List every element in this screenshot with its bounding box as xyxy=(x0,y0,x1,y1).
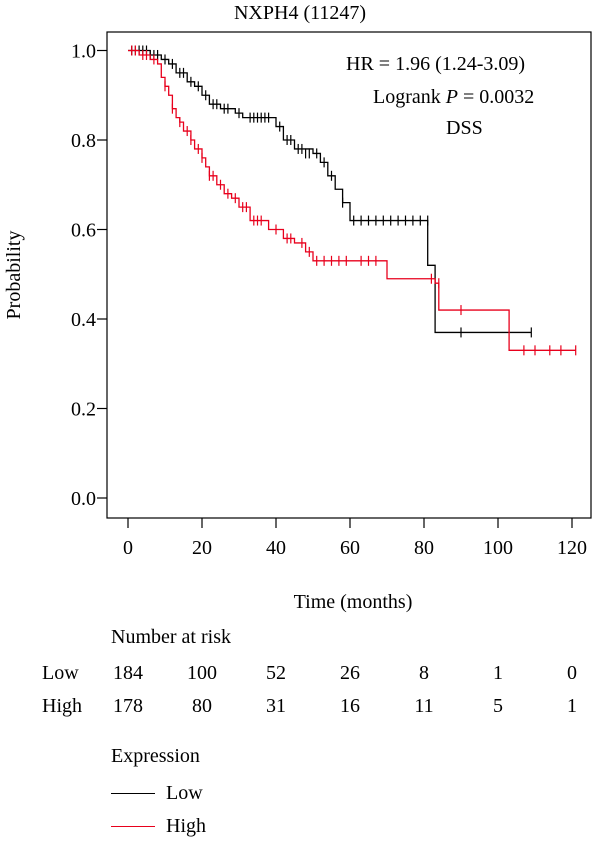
logrank-value: = 0.0032 xyxy=(457,86,535,108)
y-tick-label: 0.2 xyxy=(71,399,96,421)
survival-curve-low xyxy=(128,49,532,334)
legend-title: Expression xyxy=(111,745,200,767)
x-axis-label: Time (months) xyxy=(293,591,413,613)
x-tick-label: 0 xyxy=(123,537,133,559)
y-tick-label: 0.6 xyxy=(71,220,96,242)
risk-row-label: High xyxy=(42,695,82,717)
risk-count: 100 xyxy=(187,662,217,684)
risk-count: 178 xyxy=(113,695,143,717)
legend-label-high: High xyxy=(166,815,206,837)
y-tick-label: 0.4 xyxy=(71,309,96,331)
logrank-p-symbol: P xyxy=(445,86,458,108)
risk-count: 1 xyxy=(567,695,577,717)
logrank-annotation: Logrank P = 0.0032 xyxy=(373,87,534,107)
x-tick-label: 20 xyxy=(192,537,212,559)
x-tick-label: 100 xyxy=(483,537,513,559)
risk-count: 1 xyxy=(493,662,503,684)
risk-count: 31 xyxy=(266,695,286,717)
legend-swatch-low xyxy=(111,793,155,794)
risk-count: 16 xyxy=(340,695,360,717)
x-tick-label: 80 xyxy=(414,537,434,559)
y-tick-label: 0.8 xyxy=(71,130,96,152)
hr-annotation: HR = 1.96 (1.24-3.09) xyxy=(346,53,526,75)
logrank-prefix: Logrank xyxy=(373,86,446,108)
x-tick-label: 40 xyxy=(266,537,286,559)
risk-row-label: Low xyxy=(42,662,79,684)
risk-count: 52 xyxy=(266,662,286,684)
x-tick-label: 60 xyxy=(340,537,360,559)
legend-swatch-high xyxy=(111,826,155,827)
endpoint-annotation: DSS xyxy=(446,117,483,139)
risk-table-title: Number at risk xyxy=(111,626,231,648)
risk-count: 5 xyxy=(493,695,503,717)
y-axis-label: Probability xyxy=(3,230,25,320)
risk-count: 26 xyxy=(340,662,360,684)
x-tick-label: 120 xyxy=(557,537,587,559)
y-tick-label: 1.0 xyxy=(71,41,96,63)
plot-frame xyxy=(106,31,592,519)
risk-count: 184 xyxy=(113,662,143,684)
risk-count: 11 xyxy=(414,695,434,717)
risk-count: 8 xyxy=(419,662,429,684)
legend-label-low: Low xyxy=(166,782,203,804)
y-tick-label: 0.0 xyxy=(71,488,96,510)
chart-title: NXPH4 (11247) xyxy=(233,2,367,24)
risk-count: 80 xyxy=(192,695,212,717)
risk-count: 0 xyxy=(567,662,577,684)
